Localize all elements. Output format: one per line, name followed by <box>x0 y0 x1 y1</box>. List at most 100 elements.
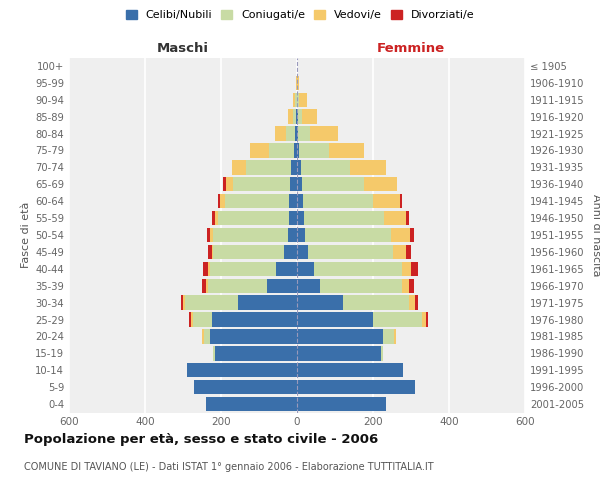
Bar <box>215 211 218 226</box>
Y-axis label: Anni di nascita: Anni di nascita <box>591 194 600 276</box>
Bar <box>297 244 308 259</box>
Bar <box>211 228 214 242</box>
Bar <box>364 177 397 192</box>
Bar <box>297 278 320 293</box>
Bar <box>411 262 418 276</box>
Bar <box>187 363 297 378</box>
Bar <box>286 126 295 141</box>
Bar <box>373 194 400 208</box>
Bar <box>293 110 296 124</box>
Bar <box>297 211 304 226</box>
Bar <box>394 329 396 344</box>
Bar <box>208 244 212 259</box>
Bar <box>292 160 297 174</box>
Bar <box>202 278 206 293</box>
Bar <box>350 160 386 174</box>
Bar <box>304 211 383 226</box>
Y-axis label: Fasce di età: Fasce di età <box>21 202 31 268</box>
Bar <box>310 126 338 141</box>
Bar <box>212 244 214 259</box>
Bar <box>320 278 401 293</box>
Bar <box>214 244 284 259</box>
Bar <box>298 76 299 90</box>
Bar <box>297 363 403 378</box>
Bar <box>220 194 225 208</box>
Bar <box>290 177 297 192</box>
Bar <box>212 312 297 326</box>
Bar <box>181 296 183 310</box>
Text: COMUNE DI TAVIANO (LE) - Dati ISTAT 1° gennaio 2006 - Elaborazione TUTTITALIA.IT: COMUNE DI TAVIANO (LE) - Dati ISTAT 1° g… <box>24 462 434 472</box>
Bar <box>401 262 411 276</box>
Bar <box>296 110 297 124</box>
Bar <box>297 380 415 394</box>
Bar <box>297 262 314 276</box>
Bar <box>406 244 411 259</box>
Bar <box>415 296 418 310</box>
Bar <box>208 278 266 293</box>
Bar <box>298 92 299 107</box>
Bar <box>380 346 383 360</box>
Bar <box>206 278 208 293</box>
Bar <box>297 228 305 242</box>
Bar <box>232 160 246 174</box>
Bar <box>426 312 428 326</box>
Bar <box>314 262 401 276</box>
Bar <box>250 144 269 158</box>
Bar <box>238 296 297 310</box>
Bar <box>302 177 364 192</box>
Bar <box>183 296 185 310</box>
Bar <box>215 346 297 360</box>
Bar <box>297 144 299 158</box>
Bar <box>409 278 413 293</box>
Bar <box>297 296 343 310</box>
Bar <box>297 110 298 124</box>
Bar <box>297 160 301 174</box>
Bar <box>209 262 276 276</box>
Bar <box>383 329 394 344</box>
Bar <box>422 312 426 326</box>
Bar <box>204 329 209 344</box>
Bar <box>410 228 413 242</box>
Bar <box>409 296 415 310</box>
Bar <box>298 110 302 124</box>
Bar <box>226 177 233 192</box>
Bar <box>218 211 289 226</box>
Bar <box>400 194 402 208</box>
Bar <box>383 211 406 226</box>
Text: Popolazione per età, sesso e stato civile - 2006: Popolazione per età, sesso e stato civil… <box>24 432 378 446</box>
Bar <box>287 228 297 242</box>
Bar <box>214 228 287 242</box>
Bar <box>275 126 286 141</box>
Bar <box>289 194 297 208</box>
Bar <box>218 194 220 208</box>
Bar <box>294 144 297 158</box>
Bar <box>297 177 302 192</box>
Bar <box>297 329 383 344</box>
Bar <box>233 177 290 192</box>
Text: Femmine: Femmine <box>377 42 445 55</box>
Bar <box>223 177 226 192</box>
Bar <box>297 126 298 141</box>
Bar <box>305 228 391 242</box>
Bar <box>188 312 191 326</box>
Bar <box>299 144 329 158</box>
Bar <box>266 278 297 293</box>
Bar <box>373 312 422 326</box>
Bar <box>214 346 215 360</box>
Bar <box>295 92 296 107</box>
Bar <box>308 244 393 259</box>
Bar <box>191 312 193 326</box>
Bar <box>329 144 364 158</box>
Bar <box>206 397 297 411</box>
Bar <box>193 312 212 326</box>
Text: Maschi: Maschi <box>157 42 209 55</box>
Bar <box>406 211 409 226</box>
Bar <box>393 244 406 259</box>
Bar <box>287 110 293 124</box>
Bar <box>295 126 297 141</box>
Bar <box>269 144 294 158</box>
Bar <box>302 110 317 124</box>
Bar <box>303 194 373 208</box>
Bar <box>293 92 295 107</box>
Bar <box>203 262 208 276</box>
